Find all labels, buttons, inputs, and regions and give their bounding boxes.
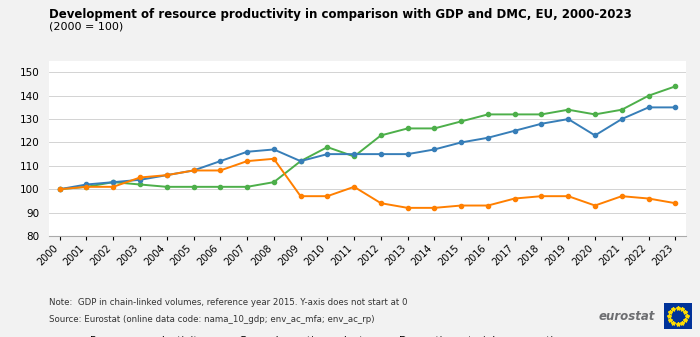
Gross domestic product (564, 117, 573, 121)
Domestic material consumption (296, 194, 304, 198)
Resource productivity (564, 108, 573, 112)
Domestic material consumption (591, 204, 599, 208)
Gross domestic product (350, 152, 358, 156)
Line: Resource productivity: Resource productivity (57, 84, 678, 191)
Resource productivity (484, 112, 492, 116)
Resource productivity (83, 185, 91, 189)
Resource productivity (162, 185, 171, 189)
Text: (2000 = 100): (2000 = 100) (49, 22, 123, 32)
Domestic material consumption (350, 185, 358, 189)
Resource productivity (457, 119, 466, 123)
Resource productivity (55, 187, 64, 191)
Gross domestic product (243, 150, 251, 154)
Domestic material consumption (189, 168, 197, 173)
Resource productivity (243, 185, 251, 189)
Gross domestic product (484, 136, 492, 140)
Gross domestic product (538, 122, 546, 126)
Domestic material consumption (216, 168, 225, 173)
Gross domestic product (430, 147, 439, 151)
Legend: Resource productivity, Gross domestic product, Domestic material consumption: Resource productivity, Gross domestic pr… (63, 332, 570, 337)
Domestic material consumption (510, 196, 519, 201)
Domestic material consumption (136, 176, 144, 180)
Domestic material consumption (109, 185, 118, 189)
Gross domestic product (296, 159, 304, 163)
Domestic material consumption (243, 159, 251, 163)
Resource productivity (591, 112, 599, 116)
Text: Development of resource productivity in comparison with GDP and DMC, EU, 2000-20: Development of resource productivity in … (49, 8, 631, 22)
Domestic material consumption (83, 185, 91, 189)
Resource productivity (350, 154, 358, 158)
Domestic material consumption (564, 194, 573, 198)
Domestic material consumption (377, 201, 385, 205)
Gross domestic product (136, 178, 144, 182)
Domestic material consumption (617, 194, 626, 198)
Resource productivity (323, 145, 332, 149)
Resource productivity (644, 94, 652, 98)
Gross domestic product (671, 105, 680, 110)
Gross domestic product (644, 105, 652, 110)
Resource productivity (403, 126, 412, 130)
Gross domestic product (55, 187, 64, 191)
Gross domestic product (403, 152, 412, 156)
Line: Domestic material consumption: Domestic material consumption (57, 157, 678, 210)
Domestic material consumption (457, 204, 466, 208)
Resource productivity (617, 108, 626, 112)
Text: Source: Eurostat (online data code: nama_10_gdp; env_ac_mfa; env_ac_rp): Source: Eurostat (online data code: nama… (49, 315, 374, 324)
Domestic material consumption (270, 157, 278, 161)
Gross domestic product (510, 129, 519, 133)
Resource productivity (216, 185, 225, 189)
Resource productivity (109, 180, 118, 184)
Gross domestic product (83, 182, 91, 186)
Gross domestic product (591, 133, 599, 137)
Domestic material consumption (323, 194, 332, 198)
Domestic material consumption (538, 194, 546, 198)
Gross domestic product (323, 152, 332, 156)
Domestic material consumption (671, 201, 680, 205)
Resource productivity (430, 126, 439, 130)
Text: eurostat: eurostat (598, 310, 655, 323)
Gross domestic product (270, 147, 278, 151)
Resource productivity (377, 133, 385, 137)
Gross domestic product (189, 168, 197, 173)
Gross domestic product (216, 159, 225, 163)
Gross domestic product (457, 141, 466, 145)
Resource productivity (270, 180, 278, 184)
Domestic material consumption (484, 204, 492, 208)
Domestic material consumption (403, 206, 412, 210)
Gross domestic product (109, 180, 118, 184)
Resource productivity (671, 84, 680, 88)
Resource productivity (538, 112, 546, 116)
Line: Gross domestic product: Gross domestic product (57, 105, 678, 191)
Gross domestic product (617, 117, 626, 121)
Resource productivity (136, 182, 144, 186)
Domestic material consumption (55, 187, 64, 191)
Text: Note:  GDP in chain-linked volumes, reference year 2015. Y-axis does not start a: Note: GDP in chain-linked volumes, refer… (49, 298, 407, 307)
Domestic material consumption (644, 196, 652, 201)
Resource productivity (510, 112, 519, 116)
Gross domestic product (377, 152, 385, 156)
Resource productivity (296, 159, 304, 163)
Domestic material consumption (430, 206, 439, 210)
Gross domestic product (162, 173, 171, 177)
Resource productivity (189, 185, 197, 189)
Domestic material consumption (162, 173, 171, 177)
